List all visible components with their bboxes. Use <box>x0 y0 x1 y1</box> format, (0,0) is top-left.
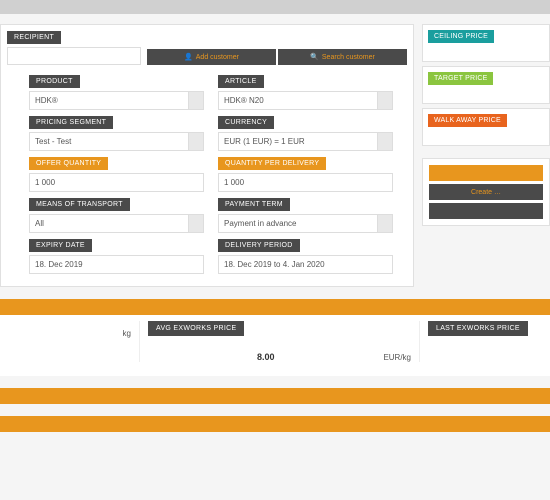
main-area: RECIPIENT 👤 Add customer 🔍 Search custom… <box>0 14 550 287</box>
currency-label: CURRENCY <box>218 116 274 129</box>
gap <box>0 287 550 299</box>
transport-label: MEANS OF TRANSPORT <box>29 198 130 211</box>
expiry-label: EXPIRY DATE <box>29 239 92 252</box>
gap2 <box>0 376 550 388</box>
recipient-label: RECIPIENT <box>7 31 61 44</box>
offer-qty-input[interactable]: 1 000 <box>29 173 204 192</box>
search-icon: 🔍 <box>310 53 319 61</box>
recipient-input[interactable] <box>7 47 141 65</box>
orange-separator-1 <box>0 299 550 315</box>
target-price-card: TARGET PRICE <box>422 66 550 104</box>
search-customer-label: Search customer <box>322 54 375 61</box>
right-panel: CEILING PRICE TARGET PRICE WALK AWAY PRI… <box>422 24 550 287</box>
orange-separator-2 <box>0 388 550 404</box>
article-select[interactable]: HDK® N20 <box>218 91 393 110</box>
delivery-input[interactable]: 18. Dec 2019 to 4. Jan 2020 <box>218 255 393 274</box>
product-select[interactable]: HDK® <box>29 91 204 110</box>
secondary-action-button[interactable] <box>429 203 543 219</box>
gap3 <box>0 404 550 416</box>
offer-qty-label: OFFER QUANTITY <box>29 157 108 170</box>
qty-per-label: QUANTITY PER DELIVERY <box>218 157 326 170</box>
avg-exworks-label: AVG EXWORKS PRICE <box>148 321 244 336</box>
add-customer-label: Add customer <box>196 54 239 61</box>
ceiling-price-card: CEILING PRICE <box>422 24 550 62</box>
unit-kg: kg <box>123 329 131 338</box>
form-grid: PRODUCT HDK® ARTICLE HDK® N20 PRICING SE… <box>7 73 407 276</box>
segment-select[interactable]: Test - Test <box>29 132 204 151</box>
recipient-row: RECIPIENT 👤 Add customer 🔍 Search custom… <box>7 31 407 65</box>
avg-exworks-unit: EUR/kg <box>383 353 411 362</box>
primary-action-button[interactable] <box>429 165 543 181</box>
delivery-label: DELIVERY PERIOD <box>218 239 300 252</box>
create-button[interactable]: Create … <box>429 184 543 200</box>
top-bar <box>0 0 550 14</box>
expiry-input[interactable]: 18. Dec 2019 <box>29 255 204 274</box>
qty-per-input[interactable]: 1 000 <box>218 173 393 192</box>
walkaway-price-pill: WALK AWAY PRICE <box>428 114 507 127</box>
last-exworks-label: LAST EXWORKS PRICE <box>428 321 528 336</box>
avg-exworks-value: 8.00 <box>257 352 275 362</box>
actions-card: Create … <box>422 158 550 226</box>
transport-select[interactable]: All <box>29 214 204 233</box>
person-plus-icon: 👤 <box>184 53 193 61</box>
article-label: ARTICLE <box>218 75 264 88</box>
walkaway-price-card: WALK AWAY PRICE <box>422 108 550 146</box>
segment-label: PRICING SEGMENT <box>29 116 113 129</box>
orange-separator-3 <box>0 416 550 432</box>
payment-label: PAYMENT TERM <box>218 198 290 211</box>
form-panel: RECIPIENT 👤 Add customer 🔍 Search custom… <box>0 24 414 287</box>
search-customer-button[interactable]: 🔍 Search customer <box>278 49 407 65</box>
target-price-pill: TARGET PRICE <box>428 72 493 85</box>
payment-select[interactable]: Payment in advance <box>218 214 393 233</box>
product-label: PRODUCT <box>29 75 80 88</box>
currency-select[interactable]: EUR (1 EUR) = 1 EUR <box>218 132 393 151</box>
ceiling-price-pill: CEILING PRICE <box>428 30 494 43</box>
add-customer-button[interactable]: 👤 Add customer <box>147 49 276 65</box>
summary-row: kg AVG EXWORKS PRICE 8.00 EUR/kg LAST EX… <box>0 315 550 376</box>
